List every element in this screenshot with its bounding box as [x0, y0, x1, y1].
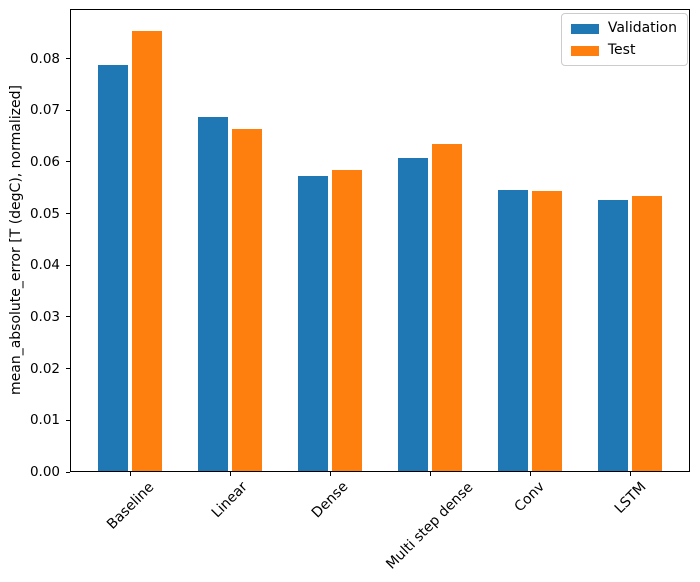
plot-area	[70, 9, 690, 472]
x-tick-mark	[130, 472, 131, 476]
legend: Validation Test	[560, 13, 688, 66]
y-tick-label: 0.06	[29, 153, 60, 170]
bar-validation-multi-step-dense	[398, 157, 428, 471]
y-axis-label: mean_absolute_error [T (degC), normalize…	[8, 85, 24, 396]
legend-entry-validation: Validation	[570, 20, 677, 36]
x-tick-label-multi-step-dense: Multi step dense	[383, 479, 477, 573]
bar-validation-dense	[298, 175, 328, 471]
x-tick-label-linear: Linear	[208, 479, 251, 522]
x-tick-label-conv: Conv	[511, 479, 548, 516]
x-tick-label-dense: Dense	[308, 478, 352, 522]
x-tick-mark	[230, 472, 231, 476]
bar-test-lstm	[632, 195, 662, 471]
y-tick-label: 0.07	[29, 102, 60, 119]
bar-test-baseline	[132, 31, 162, 471]
x-tick-mark	[430, 472, 431, 476]
bar-test-linear	[232, 128, 262, 471]
y-tick-label: 0.02	[29, 360, 60, 377]
bar-test-multi-step-dense	[432, 143, 462, 471]
y-tick-label: 0.08	[29, 50, 60, 67]
y-tick-label: 0.03	[29, 308, 60, 325]
legend-label-validation: Validation	[607, 20, 677, 36]
y-tick-mark	[66, 419, 70, 421]
y-tick-label: 0.00	[29, 464, 60, 480]
bar-test-conv	[532, 190, 562, 471]
y-tick-mark	[66, 316, 70, 318]
bar-validation-linear	[198, 116, 228, 471]
y-tick-mark	[66, 161, 70, 163]
y-tick-label: 0.01	[29, 412, 60, 429]
x-tick-label-baseline: Baseline	[103, 478, 157, 533]
bar-validation-lstm	[598, 200, 628, 471]
legend-swatch-test	[570, 45, 599, 56]
legend-entry-test: Test	[570, 42, 677, 58]
y-tick-label: 0.05	[29, 205, 60, 222]
y-tick-mark	[66, 368, 70, 370]
x-tick-label-lstm: LSTM	[611, 478, 650, 517]
y-tick-mark	[66, 471, 70, 473]
legend-swatch-validation	[570, 23, 599, 34]
x-tick-mark	[530, 472, 531, 476]
bar-test-dense	[332, 169, 362, 471]
bar-validation-conv	[498, 189, 528, 471]
x-tick-mark	[330, 472, 331, 476]
y-tick-mark	[66, 213, 70, 215]
legend-label-test: Test	[607, 42, 636, 58]
y-tick-mark	[66, 109, 70, 111]
x-tick-mark	[630, 472, 631, 476]
y-tick-mark	[66, 58, 70, 60]
y-tick-label: 0.04	[29, 257, 60, 274]
bar-validation-baseline	[98, 65, 128, 471]
y-tick-mark	[66, 264, 70, 266]
